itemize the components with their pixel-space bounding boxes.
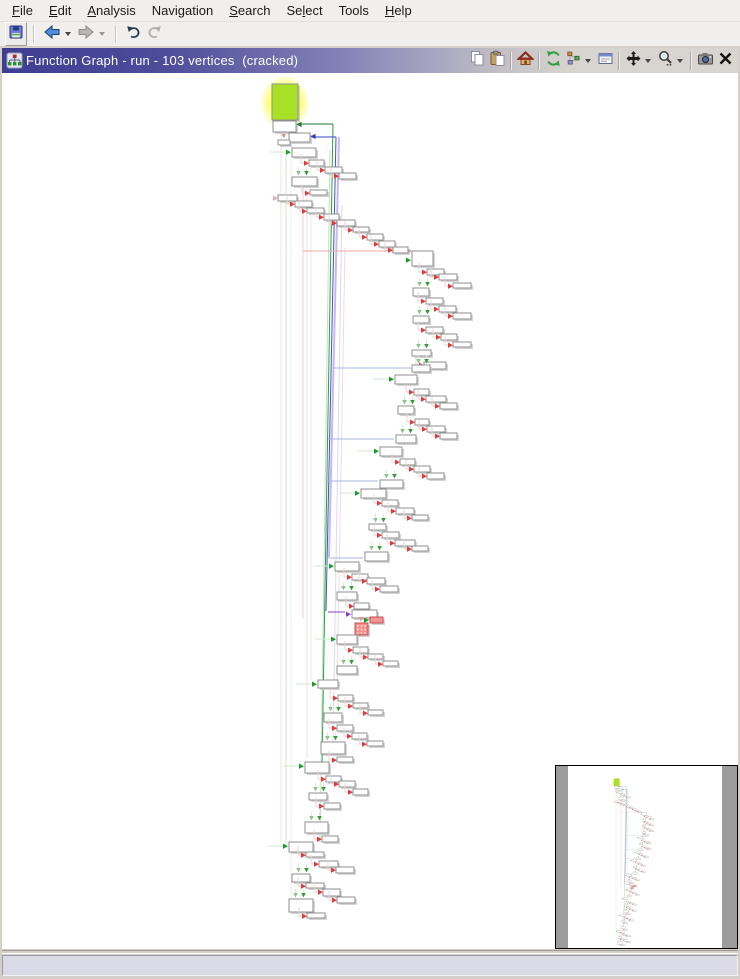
magnifier-icon	[657, 50, 674, 72]
back-dropdown[interactable]	[65, 32, 71, 36]
paste-icon	[489, 50, 506, 72]
menu-bar: File Edit Analysis Navigation Search Select To…	[0, 0, 740, 22]
function-graph-panel: Function Graph - run - 103 vertices (cra…	[0, 46, 740, 979]
undo-icon	[125, 24, 142, 45]
layout-icon	[565, 50, 582, 72]
panel-toolbar-separator	[690, 51, 692, 70]
refresh-icon	[545, 50, 562, 72]
layout-button[interactable]	[563, 51, 583, 71]
menu-analysis[interactable]: Analysis	[87, 3, 136, 18]
panel-toolbar	[467, 50, 738, 72]
copy-icon	[469, 50, 486, 72]
home-button[interactable]	[515, 50, 535, 72]
refresh-button[interactable]	[543, 50, 563, 72]
forward-dropdown[interactable]	[99, 32, 105, 36]
menu-tools[interactable]: Tools	[338, 3, 369, 18]
status-bar	[2, 955, 738, 976]
pan-button[interactable]	[623, 50, 643, 72]
menu-search[interactable]: Search	[229, 3, 271, 18]
window-icon	[597, 50, 614, 72]
pan-icon	[625, 50, 642, 72]
snapshot-button[interactable]	[695, 51, 715, 71]
close-icon	[717, 50, 734, 72]
main-toolbar	[0, 22, 740, 47]
panel-title: Function Graph - run - 103 vertices (cra…	[26, 53, 299, 68]
menu-help[interactable]: Help	[384, 3, 412, 18]
satellite-canvas	[611, 776, 655, 947]
menu-navigation[interactable]: Navigation	[151, 3, 214, 18]
forward-icon	[77, 24, 95, 45]
panel-toolbar-separator	[538, 51, 540, 70]
magnifier-dropdown[interactable]	[677, 58, 683, 63]
undo-button[interactable]	[123, 23, 144, 45]
function-graph-icon	[6, 52, 23, 69]
magnifier-button[interactable]	[655, 50, 675, 72]
panel-toolbar-separator	[618, 51, 620, 70]
home-icon	[515, 50, 535, 72]
menu-file[interactable]: File	[12, 3, 33, 18]
graph-viewport[interactable]	[2, 73, 738, 949]
save-button[interactable]	[5, 22, 27, 46]
panel-toolbar-separator	[510, 51, 512, 70]
save-icon	[8, 24, 24, 45]
copy-button[interactable]	[467, 50, 487, 72]
snapshot-icon	[697, 50, 714, 72]
redo-button[interactable]	[144, 23, 165, 45]
pan-dropdown[interactable]	[645, 58, 651, 63]
layout-dropdown[interactable]	[585, 58, 591, 63]
redo-icon	[146, 24, 163, 45]
toolbar-separator	[33, 25, 35, 43]
toolbar-separator	[115, 25, 117, 43]
window-button[interactable]	[595, 51, 615, 71]
satellite-view[interactable]	[555, 765, 738, 949]
forward-button[interactable]	[75, 23, 97, 45]
panel-divider	[2, 950, 738, 954]
close-button[interactable]	[715, 51, 735, 71]
back-button[interactable]	[41, 23, 63, 45]
panel-titlebar: Function Graph - run - 103 vertices (cra…	[2, 48, 738, 73]
paste-button[interactable]	[487, 50, 507, 72]
back-icon	[43, 24, 61, 45]
menu-select[interactable]: Select	[286, 3, 323, 18]
menu-edit[interactable]: Edit	[48, 3, 72, 18]
